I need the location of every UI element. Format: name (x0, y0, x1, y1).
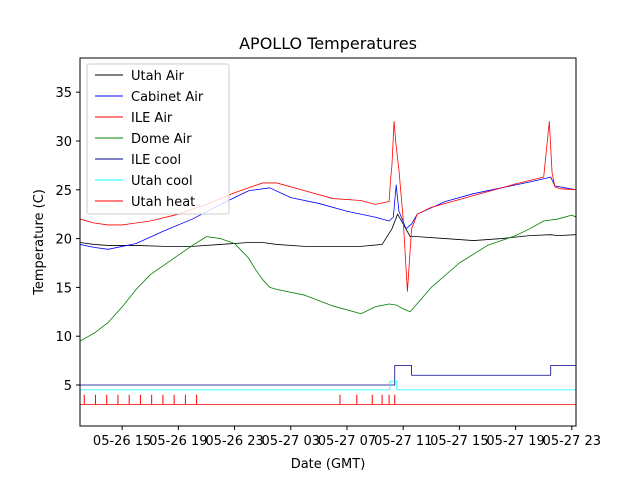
series-line-utah-air (80, 213, 576, 247)
series-line-utah-cool (80, 380, 576, 391)
series-line-cabinet-air (80, 176, 576, 250)
legend-box (86, 63, 230, 215)
y-tick-label: 20 (55, 233, 72, 248)
legend-label: Utah cool (131, 174, 193, 189)
x-axis-label: Date (GMT) (291, 457, 366, 472)
x-tick-label: 05-26 19 (149, 434, 207, 449)
x-tick-label: 05-27 11 (374, 434, 432, 449)
y-tick-label: 30 (55, 135, 72, 150)
x-tick-label: 05-27 07 (318, 434, 376, 449)
series-line-dome-air (80, 214, 576, 342)
series-line-ile-cool (80, 365, 576, 386)
legend-label: Utah heat (131, 195, 195, 210)
legend-label: Dome Air (131, 132, 192, 147)
y-tick-label: 25 (55, 184, 72, 199)
x-tick-label: 05-27 15 (430, 434, 488, 449)
legend: Utah Air Cabinet Air ILE Air Dome Air ILE co… (86, 63, 230, 215)
legend-label: Utah Air (131, 69, 184, 84)
x-tick-label: 05-26 23 (205, 434, 263, 449)
utah-heat-pulses (83, 394, 396, 405)
y-axis-label: Temperature (C) (32, 189, 47, 296)
legend-label: Cabinet Air (131, 90, 204, 105)
legend-label: ILE Air (131, 111, 173, 126)
y-tick-label: 35 (55, 86, 72, 101)
x-tick-label: 05-27 19 (486, 434, 544, 449)
y-tick-label: 10 (55, 330, 72, 345)
x-tick-label: 05-27 03 (262, 434, 320, 449)
y-tick-label: 5 (64, 379, 72, 394)
plot-frame (79, 57, 577, 427)
y-axis-ticks: 5 10 15 20 25 30 35 (55, 86, 80, 394)
x-tick-label: 05-26 15 (93, 434, 151, 449)
x-tick-label: 05-27 23 (543, 434, 601, 449)
chart-title: APOLLO Temperatures (239, 34, 417, 53)
y-tick-label: 15 (55, 281, 72, 296)
legend-label: ILE cool (131, 153, 181, 168)
